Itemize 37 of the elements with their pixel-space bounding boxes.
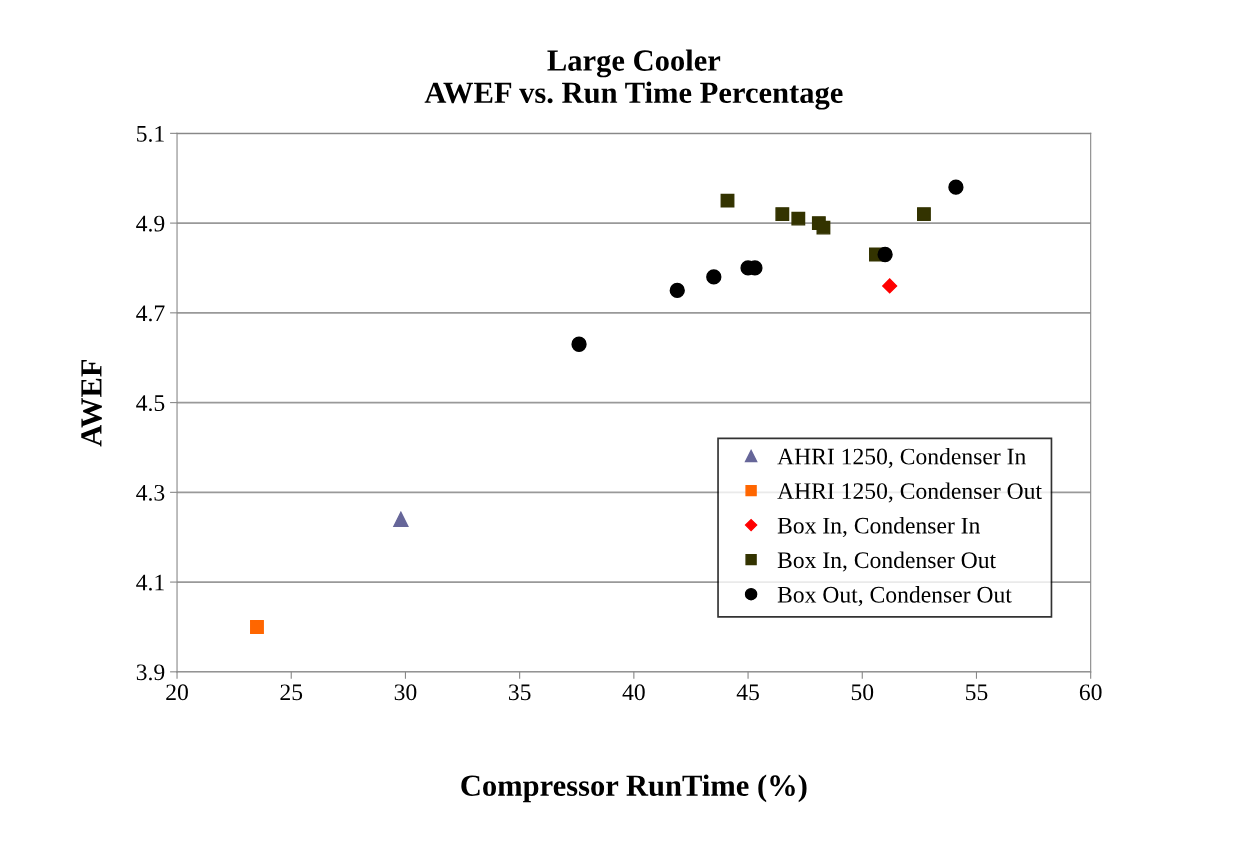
- point: [393, 511, 409, 527]
- x-tick-label: 20: [166, 684, 188, 701]
- y-tick-label: 3.9: [136, 664, 165, 681]
- point: [816, 220, 831, 235]
- point: [948, 179, 964, 195]
- y-tick-label: 4.5: [136, 395, 165, 412]
- legend-label: AHRI 1250, Condenser Out: [777, 482, 1042, 503]
- point: [877, 246, 893, 263]
- point: [775, 207, 790, 222]
- point: [669, 282, 685, 299]
- x-tick-label: 35: [508, 684, 531, 701]
- x-axis-title: Compressor RunTime (%): [461, 774, 807, 803]
- point: [916, 207, 931, 222]
- legend-label: Box In, Condenser In: [777, 517, 980, 538]
- point: [706, 269, 722, 285]
- y-tick-label: 5.1: [137, 125, 164, 142]
- x-tick-label: 55: [966, 684, 988, 701]
- y-tick-label: 4.9: [136, 215, 165, 232]
- point: [250, 620, 264, 634]
- point: [882, 278, 898, 294]
- x-tick-label: 25: [280, 684, 303, 701]
- y-tick-label: 4.3: [136, 484, 165, 501]
- point: [720, 193, 735, 208]
- point: [791, 211, 806, 226]
- x-tick-label: 45: [736, 684, 759, 701]
- chart-title: Large Cooler AWEF vs. Run Time Percentage: [424, 49, 843, 110]
- x-tick-label: 60: [1079, 684, 1102, 701]
- legend-label: Box In, Condenser Out: [777, 551, 996, 572]
- x-tick-label: 30: [394, 684, 417, 701]
- y-tick-label: 4.1: [136, 574, 164, 591]
- point: [571, 336, 587, 352]
- y-tick-label: 4.7: [136, 305, 165, 322]
- x-tick-label: 40: [622, 684, 645, 701]
- legend-label: AHRI 1250, Condenser In: [777, 447, 1026, 468]
- x-tick-label: 50: [851, 684, 874, 701]
- legend-label: Box Out, Condenser Out: [777, 586, 1012, 607]
- y-axis-title: AWEF: [81, 359, 102, 447]
